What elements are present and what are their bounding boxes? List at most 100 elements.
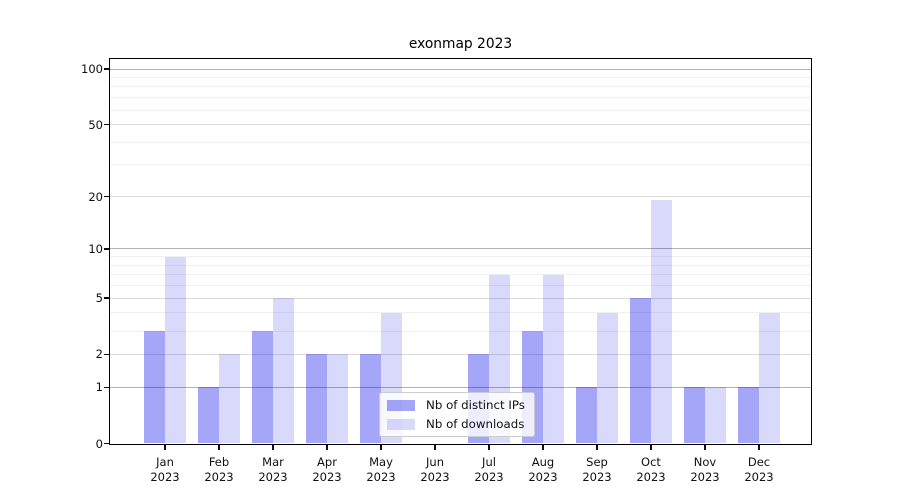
gridline-10 — [110, 248, 811, 250]
x-tick-month: Oct — [641, 454, 661, 469]
y-tick-label-20: 20 — [88, 189, 103, 204]
x-tick-year: 2023 — [204, 469, 234, 484]
x-tick-month: Mar — [262, 454, 284, 469]
x-tick-label-Mar: Mar 2023 — [245, 455, 301, 485]
bar-downloads-Aug — [543, 274, 564, 444]
x-tick-label-Feb: Feb 2023 — [191, 455, 247, 485]
y-tick-label-2: 2 — [95, 347, 103, 362]
bar-downloads-Nov — [705, 387, 726, 444]
x-tick-month: Apr — [317, 454, 337, 469]
x-tick-mark-Oct — [650, 445, 652, 450]
x-tick-label-May: May 2023 — [353, 455, 409, 485]
legend-row-downloads: Nb of downloads — [387, 417, 525, 431]
x-tick-year: 2023 — [528, 469, 558, 484]
y-tick-label-1: 1 — [95, 380, 103, 395]
gridline-1 — [110, 386, 811, 388]
y-tick-label-50: 50 — [88, 117, 103, 132]
x-tick-year: 2023 — [636, 469, 666, 484]
bar-distinct-ips-Oct — [630, 298, 651, 444]
x-tick-mark-Jul — [488, 445, 490, 450]
x-tick-month: May — [369, 454, 393, 469]
y-tick-label-5: 5 — [95, 291, 103, 306]
x-tick-mark-Aug — [542, 445, 544, 450]
gridline-30 — [110, 164, 811, 166]
gridline-50 — [110, 124, 811, 126]
legend: Nb of distinct IPs Nb of downloads — [379, 392, 535, 437]
gridline-6 — [110, 285, 811, 287]
legend-label-downloads: Nb of downloads — [426, 417, 525, 431]
y-tick-label-100: 100 — [81, 62, 103, 77]
bar-distinct-ips-May — [360, 354, 381, 444]
y-tick-mark-2 — [104, 353, 109, 356]
bar-downloads-Mar — [273, 298, 294, 444]
gridline-5 — [110, 297, 811, 299]
x-tick-mark-Feb — [218, 445, 220, 450]
x-tick-year: 2023 — [474, 469, 504, 484]
x-tick-mark-Dec — [758, 445, 760, 450]
x-tick-mark-Jun — [434, 445, 436, 450]
x-tick-year: 2023 — [258, 469, 288, 484]
x-tick-mark-Nov — [704, 445, 706, 450]
y-tick-mark-20 — [104, 195, 109, 198]
gridline-90 — [110, 77, 811, 79]
legend-swatch-distinct-ips — [387, 399, 415, 411]
gridline-7 — [110, 274, 811, 276]
bar-downloads-Feb — [219, 354, 240, 444]
gridline-20 — [110, 196, 811, 197]
bar-distinct-ips-Jan — [144, 331, 165, 444]
legend-label-distinct-ips: Nb of distinct IPs — [426, 398, 525, 412]
y-tick-mark-50 — [104, 123, 109, 126]
gridline-8 — [110, 264, 811, 266]
y-tick-label-10: 10 — [88, 241, 103, 256]
x-tick-label-Jul: Jul 2023 — [461, 455, 517, 485]
legend-row-distinct-ips: Nb of distinct IPs — [387, 398, 525, 412]
y-tick-mark-0 — [104, 442, 109, 445]
y-tick-mark-5 — [104, 297, 109, 299]
x-tick-year: 2023 — [312, 469, 342, 484]
x-tick-label-Apr: Apr 2023 — [299, 455, 355, 485]
x-tick-year: 2023 — [582, 469, 612, 484]
x-tick-month: Jun — [426, 454, 444, 469]
x-tick-mark-Apr — [326, 445, 328, 450]
legend-swatch-downloads — [387, 418, 415, 430]
bar-downloads-Apr — [327, 354, 348, 444]
x-tick-month: Nov — [693, 454, 717, 469]
x-tick-label-Aug: Aug 2023 — [515, 455, 571, 485]
x-tick-year: 2023 — [420, 469, 450, 484]
x-tick-year: 2023 — [690, 469, 720, 484]
x-tick-label-Sep: Sep 2023 — [569, 455, 625, 485]
x-tick-label-Jan: Jan 2023 — [137, 455, 193, 485]
plot-area — [110, 59, 811, 444]
x-tick-label-Nov: Nov 2023 — [677, 455, 733, 485]
gridline-3 — [110, 330, 811, 332]
x-tick-month: Aug — [531, 454, 555, 469]
x-tick-month: Jan — [156, 454, 174, 469]
x-tick-mark-May — [380, 445, 382, 450]
x-tick-label-Jun: Jun 2023 — [407, 455, 463, 485]
chart-title: exonmap 2023 — [408, 36, 513, 52]
bar-downloads-Dec — [759, 312, 780, 444]
gridline-9 — [110, 256, 811, 258]
y-tick-mark-10 — [104, 248, 109, 250]
bar-distinct-ips-Feb — [198, 387, 219, 444]
gridline-40 — [110, 141, 811, 143]
x-tick-label-Dec: Dec 2023 — [731, 455, 787, 485]
bar-distinct-ips-Sep — [576, 387, 597, 444]
gridline-2 — [110, 353, 811, 355]
bar-distinct-ips-Apr — [306, 354, 327, 444]
gridline-70 — [110, 97, 811, 99]
y-tick-label-0: 0 — [95, 436, 103, 451]
y-tick-mark-100 — [104, 68, 109, 70]
x-tick-label-Oct: Oct 2023 — [623, 455, 679, 485]
bar-downloads-Oct — [651, 200, 672, 444]
bar-distinct-ips-Dec — [738, 387, 759, 444]
bar-distinct-ips-Mar — [252, 331, 273, 444]
x-tick-year: 2023 — [744, 469, 774, 484]
gridline-100 — [110, 68, 811, 70]
x-tick-month: Feb — [208, 454, 230, 469]
x-tick-month: Dec — [747, 454, 771, 469]
gridline-80 — [110, 86, 811, 88]
x-tick-mark-Jan — [164, 445, 166, 450]
bar-downloads-Sep — [597, 312, 618, 444]
